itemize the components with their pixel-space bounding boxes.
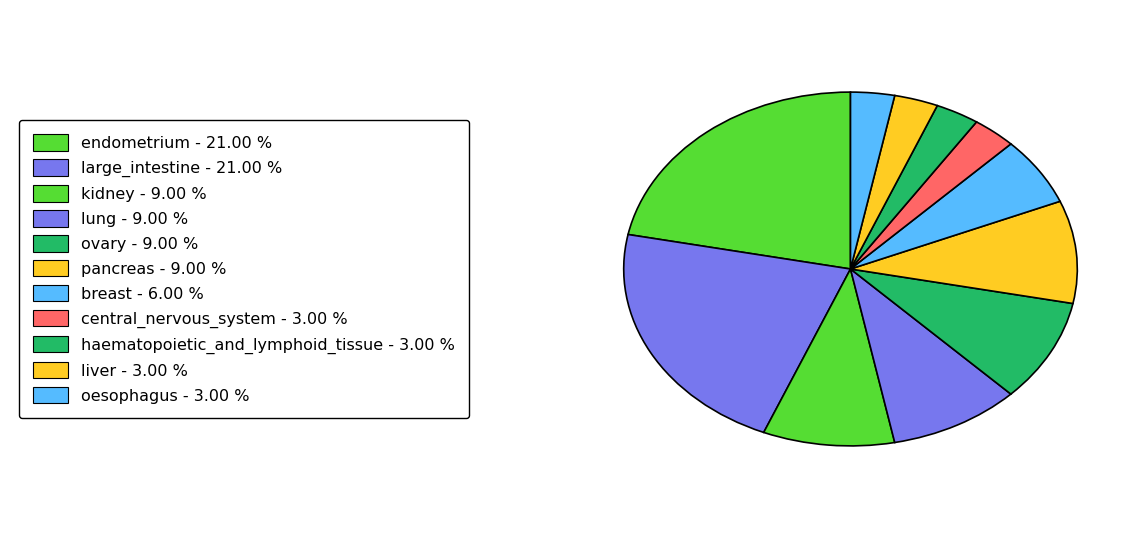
Legend: endometrium - 21.00 %, large_intestine - 21.00 %, kidney - 9.00 %, lung - 9.00 %: endometrium - 21.00 %, large_intestine -… [19,120,469,418]
Wedge shape [628,92,850,269]
Wedge shape [850,144,1060,269]
Wedge shape [624,235,850,433]
Wedge shape [850,269,1073,394]
Wedge shape [850,96,938,269]
Wedge shape [850,105,976,269]
Wedge shape [850,201,1077,303]
Wedge shape [763,269,895,446]
Wedge shape [850,269,1010,442]
Wedge shape [850,92,895,269]
Wedge shape [850,122,1010,269]
